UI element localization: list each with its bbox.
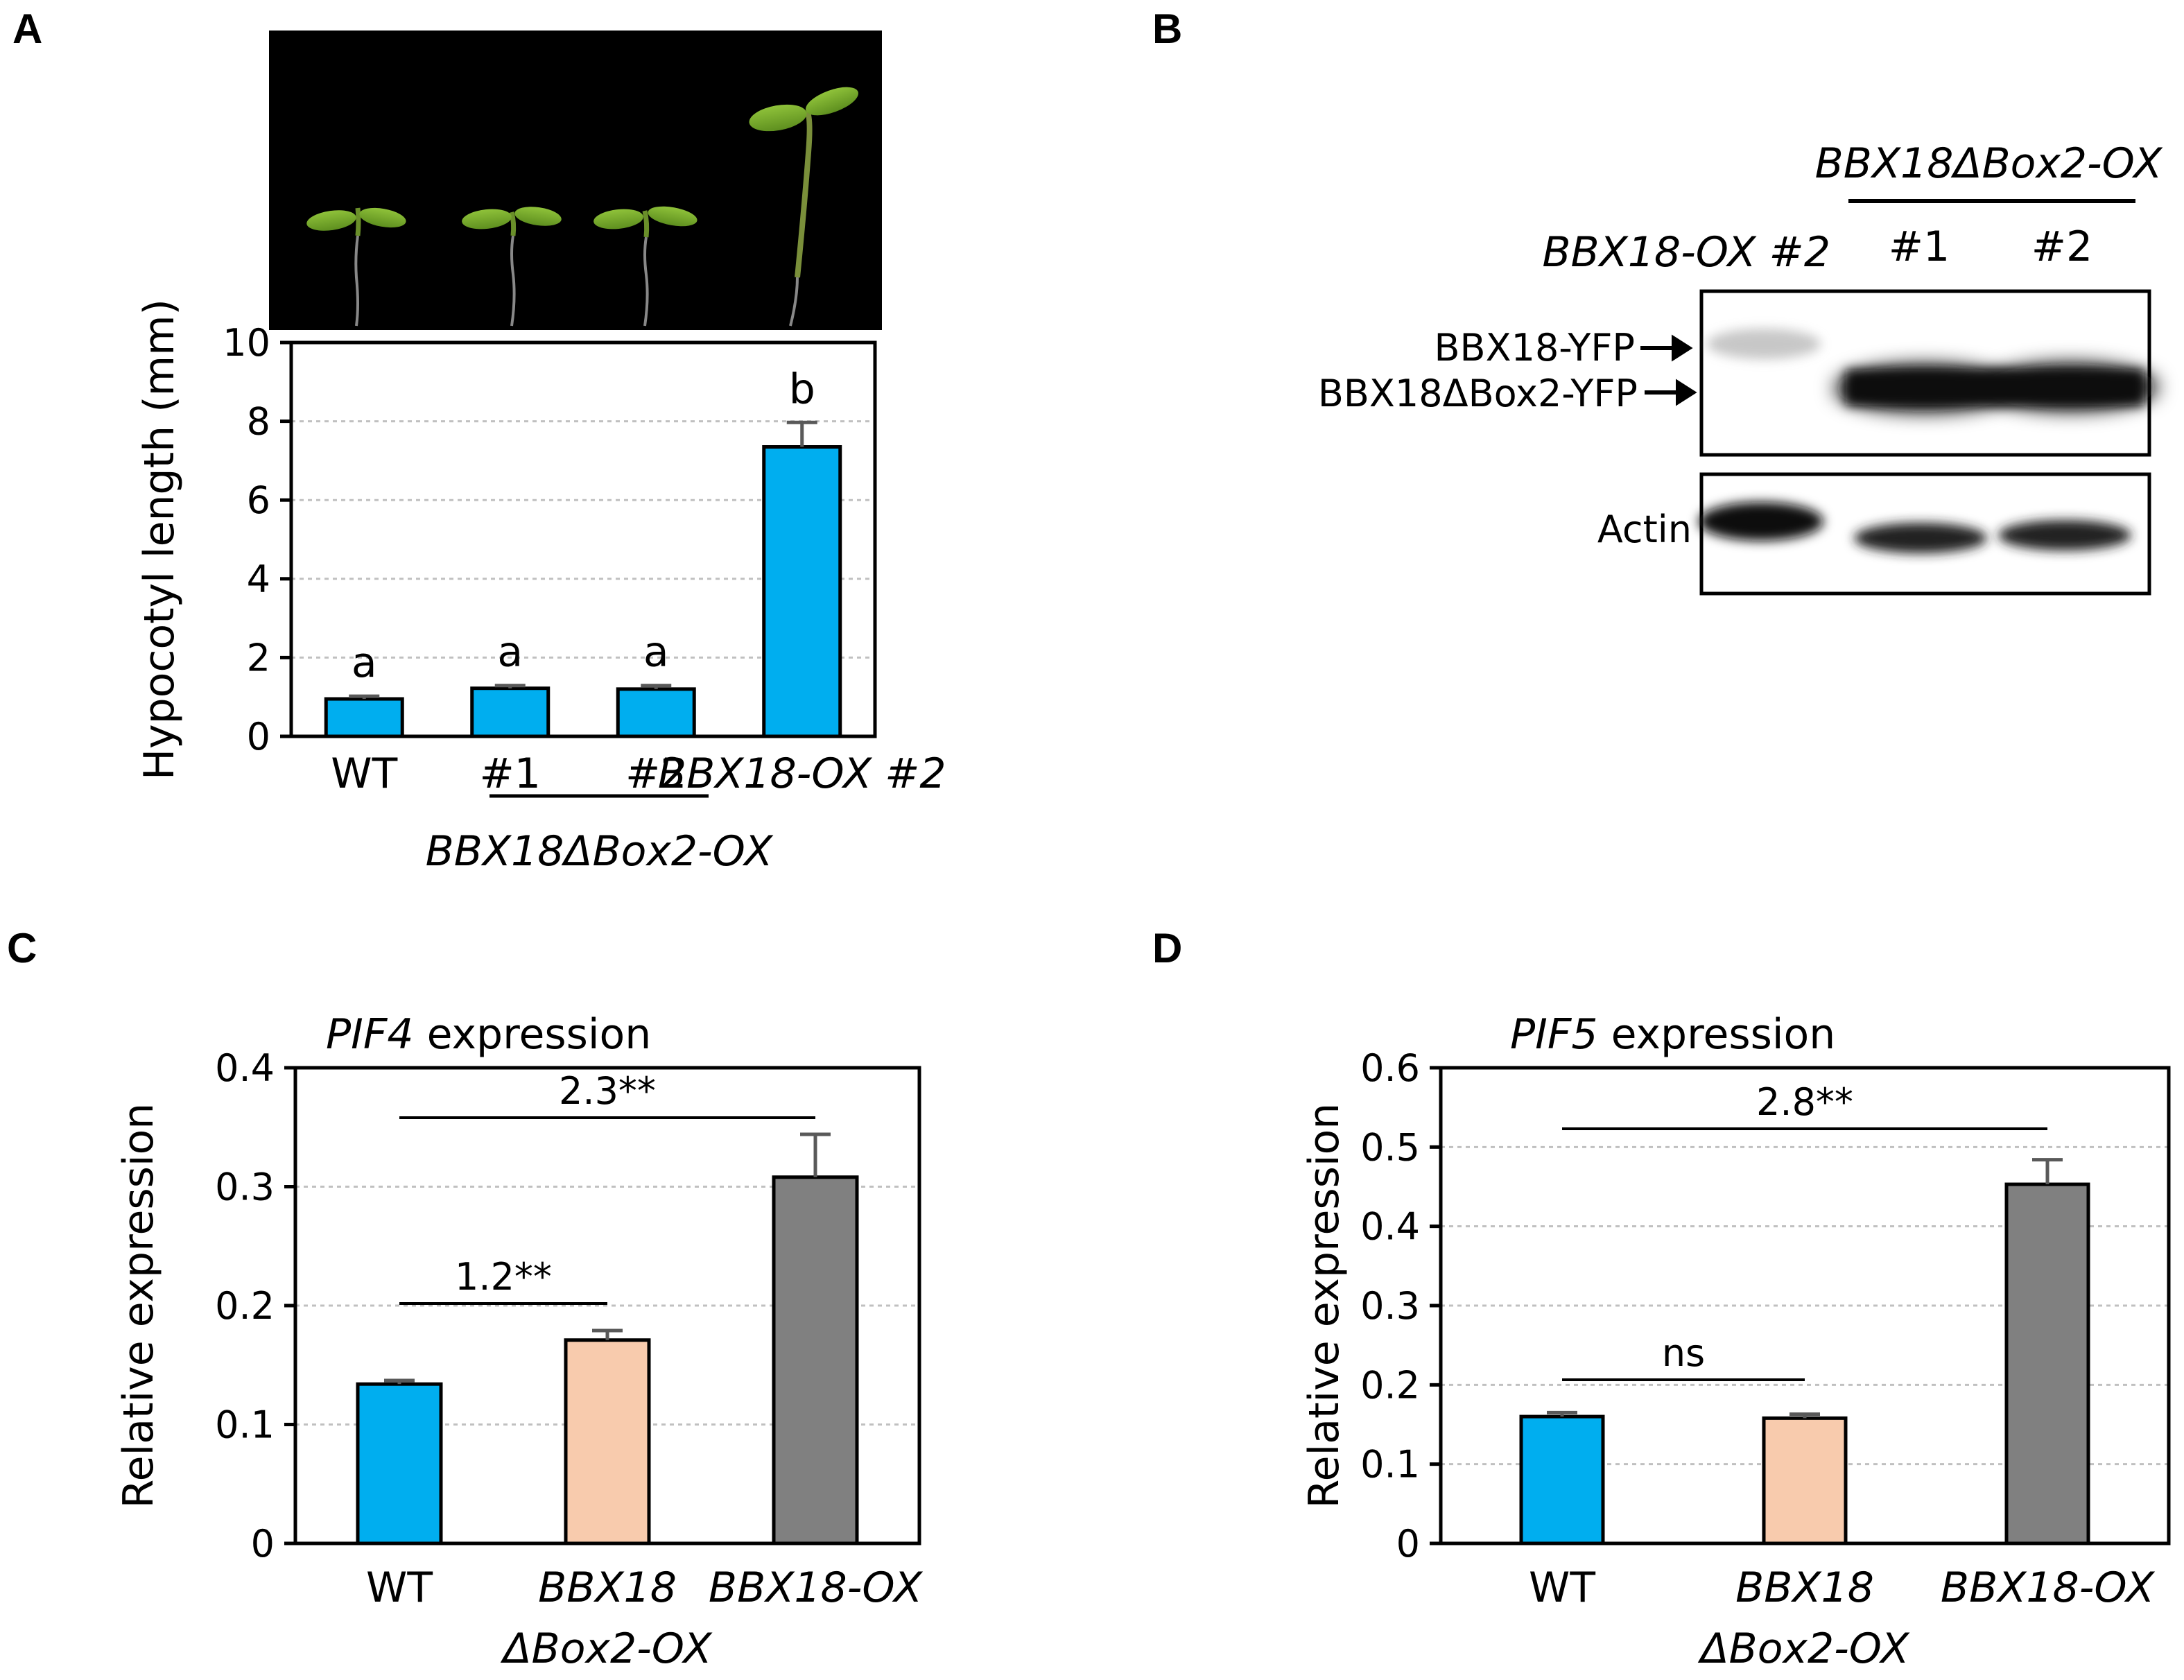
seedling-bbx18-ox — [749, 87, 858, 327]
y-tick-label: 0.3 — [1360, 1284, 1420, 1328]
y-tick-label: 0.4 — [1360, 1205, 1420, 1249]
y-tick-label: 0 — [1396, 1522, 1420, 1566]
seedling-line1 — [462, 207, 562, 327]
comparison-label: ns — [1662, 1331, 1705, 1375]
panel-letter-a: A — [12, 6, 42, 52]
x-category-label: WT — [331, 750, 397, 798]
blot-header-group: BBX18ΔBox2-OX — [1815, 139, 2164, 188]
y-axis-label: Relative expression — [114, 1103, 163, 1509]
significance-letter: a — [352, 639, 377, 687]
x-category-label-line2: ΔBox2-OX — [1698, 1625, 1911, 1673]
x-category-label-line2: ΔBox2-OX — [501, 1625, 713, 1673]
panel-letter-b: B — [1152, 6, 1182, 52]
western-blot: BBX18ΔBox2-OX BBX18-OX #2 #1 #2 BBX18-YF… — [1318, 139, 2164, 596]
seedling-line2 — [593, 206, 697, 327]
comparison-label: 1.2** — [455, 1255, 552, 1299]
band-label-bbx18dbox2-yfp: BBX18ΔBox2-YFP — [1318, 372, 1638, 415]
y-tick-label: 0 — [247, 715, 270, 759]
y-axis-label: Hypocotyl length (mm) — [135, 299, 184, 780]
seedling-photo — [269, 31, 882, 330]
y-tick-label: 0.1 — [1360, 1443, 1420, 1487]
significance-letter: a — [497, 628, 523, 677]
x-category-label: WT — [1529, 1564, 1595, 1612]
band-label-bbx18-yfp: BBX18-YFP — [1435, 326, 1636, 370]
pif4-expression-chart: 0 0.1 0.2 0.3 0.4 Relative expression PIF4 exp… — [114, 1010, 924, 1673]
y-tick-label: 10 — [223, 321, 270, 365]
seedling-wt — [306, 207, 406, 327]
panel-a-group-label: BBX18ΔBox2-OX — [426, 827, 774, 876]
bar-1 — [1762, 1416, 1848, 1545]
bar-1 — [564, 1338, 651, 1545]
y-axis-label: Relative expression — [1300, 1103, 1349, 1509]
x-category-label: #1 — [480, 750, 541, 798]
x-category-label: WT — [366, 1564, 433, 1612]
x-category-label: BBX18-OX — [709, 1564, 924, 1612]
x-category-label: #2 — [625, 750, 686, 798]
title-gene: PIF5 — [1510, 1010, 1598, 1059]
y-tick-label: 0.6 — [1360, 1046, 1420, 1090]
title-gene: PIF4 — [326, 1010, 414, 1059]
bar-0 — [356, 1382, 443, 1545]
bar-0 — [1519, 1414, 1605, 1545]
x-category-label: BBX18-OX — [1941, 1564, 2156, 1612]
title-rest: expression — [414, 1010, 652, 1059]
x-category-label: BBX18 — [1735, 1564, 1874, 1612]
y-tick-label: 0.5 — [1360, 1125, 1420, 1169]
comparison-label: 2.8** — [1756, 1080, 1853, 1124]
y-tick-label: 0.1 — [215, 1403, 275, 1447]
x-category-label: BBX18 — [538, 1564, 677, 1612]
significance-letter: a — [643, 628, 669, 677]
hypocotyl-chart: 0 2 4 6 8 10 Hypocotyl length (mm) WT #1 #2BBX18-… — [135, 299, 946, 798]
y-tick-label: 4 — [247, 557, 270, 601]
blot-lower-bands — [1699, 502, 2131, 553]
y-tick-label: 0.3 — [215, 1166, 275, 1209]
panel-letter-c: C — [7, 925, 37, 971]
x-category-label: BBX18-OX #2 — [658, 750, 946, 798]
blot-upper-bands — [1707, 329, 2158, 412]
arrow-right-icon — [1645, 379, 1697, 406]
y-tick-label: 0.4 — [215, 1046, 275, 1090]
bar-2 — [616, 687, 696, 738]
panel-letter-d: D — [1152, 925, 1182, 971]
band-label-actin: Actin — [1597, 508, 1692, 551]
y-tick-label: 0 — [251, 1522, 275, 1566]
title-rest: expression — [1598, 1010, 1836, 1059]
y-tick-label: 0.2 — [1360, 1363, 1420, 1407]
y-tick-label: 2 — [247, 636, 270, 679]
y-tick-label: 0.2 — [215, 1284, 275, 1328]
chart-title: PIF4 expression — [326, 1010, 651, 1059]
bar-2 — [772, 1175, 859, 1545]
chart-title: PIF5 expression — [1510, 1010, 1835, 1059]
arrow-right-icon — [1640, 334, 1693, 362]
bar-2 — [2004, 1182, 2090, 1545]
significance-letter: b — [789, 365, 815, 413]
lane-label-1: #1 — [1889, 223, 1950, 271]
bar-3 — [762, 445, 842, 738]
plot-frame — [289, 340, 877, 738]
bar-0 — [324, 697, 404, 738]
y-tick-label: 8 — [247, 400, 270, 444]
lane-label-2: #2 — [2031, 223, 2092, 271]
comparison-label: 2.3** — [559, 1069, 656, 1113]
y-tick-label: 6 — [247, 478, 270, 522]
lane-label-bbx18-ox: BBX18-OX #2 — [1542, 228, 1830, 277]
bar-1 — [470, 686, 551, 738]
